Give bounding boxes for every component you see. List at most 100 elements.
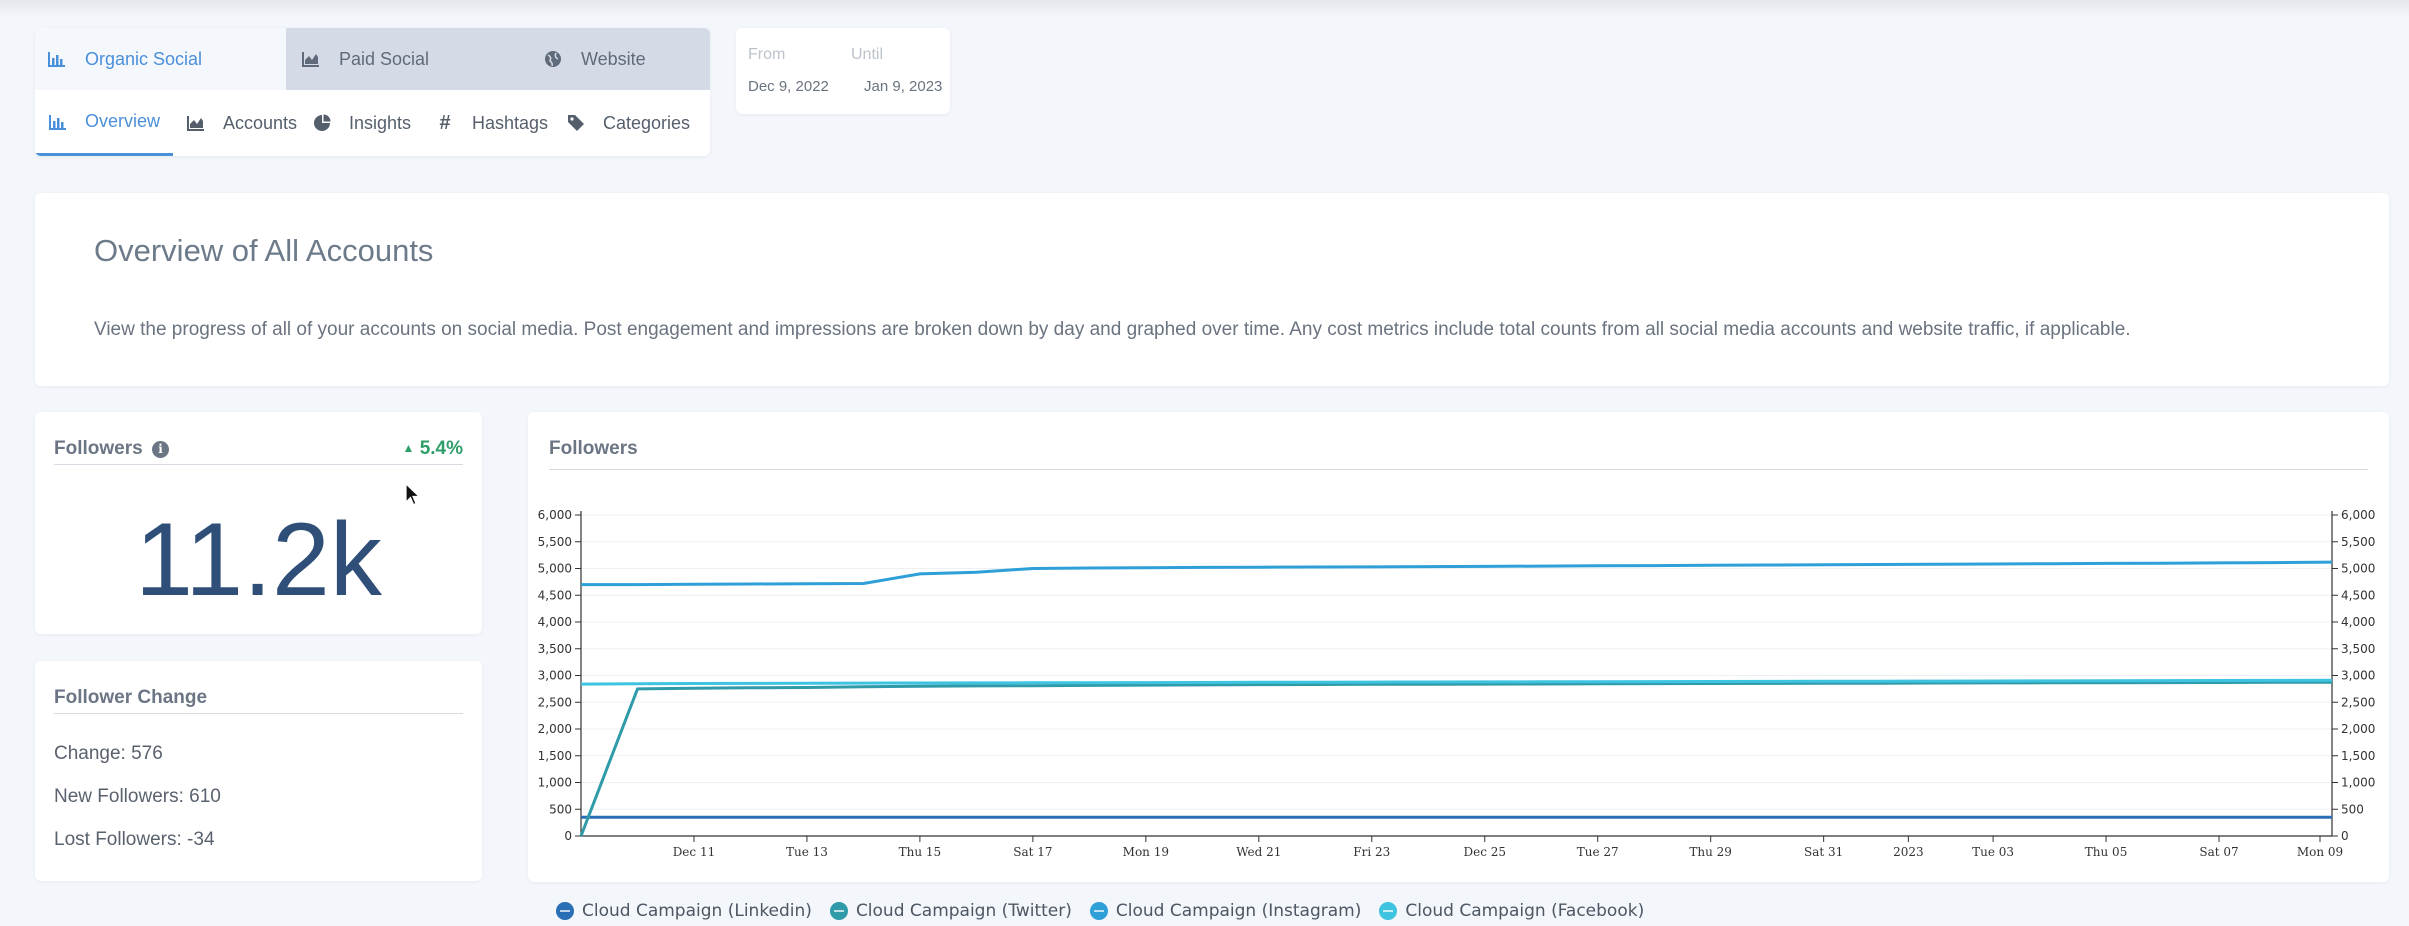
tab-insights[interactable]: Insights — [311, 90, 434, 156]
tab-accounts[interactable]: Accounts — [173, 90, 311, 156]
area-chart-icon — [185, 113, 207, 133]
tab-overview[interactable]: Overview — [35, 90, 173, 156]
y-tick-label: 5,000 — [538, 562, 572, 576]
legend-label: Cloud Campaign (Instagram) — [1115, 901, 1362, 921]
x-tick-label: Sat 17 — [1013, 845, 1052, 859]
section-subtabs: Overview Accounts Insights # Hashtags Ca… — [35, 90, 710, 156]
legend-swatch — [829, 902, 848, 920]
navigation-card: Organic Social Paid Social Website Overv… — [35, 28, 710, 156]
y-tick-label: 2,000 — [538, 722, 572, 736]
from-date[interactable]: Dec 9, 2022 — [748, 78, 829, 95]
y-tick-label: 3,500 — [538, 642, 572, 656]
bar-chart-icon — [47, 112, 69, 132]
followers-pct-value: 5.4% — [419, 438, 463, 459]
chart-divider — [549, 469, 2368, 470]
chart-legend: Cloud Campaign (Linkedin) Cloud Campaign … — [556, 901, 1662, 921]
area-chart-icon — [301, 49, 321, 69]
window-top-shadow — [0, 0, 2409, 18]
followers-line-chart: 0 0 500 500 1,000 1,000 1,500 1,500 2,000 2,000 2,… — [538, 508, 2376, 859]
x-tick-label: 2023 — [1893, 845, 1924, 859]
series-line-1 — [579, 680, 2333, 837]
subtab-label: Categories — [603, 112, 691, 133]
legend-label: Cloud Campaign (Twitter) — [855, 901, 1072, 921]
follower-change-card: Follower Change Change: 576 New Follower… — [35, 661, 482, 881]
follower-change-header: Follower Change — [54, 687, 463, 714]
legend-item[interactable]: Cloud Campaign (Twitter) — [829, 901, 1072, 921]
y-tick-label-right: 3,500 — [2341, 642, 2375, 656]
y-tick-label-right: 2,500 — [2341, 695, 2375, 709]
x-tick-label: Dec 25 — [1463, 845, 1506, 859]
y-tick-label: 0 — [564, 829, 572, 843]
followers-total: 11.2k — [135, 502, 382, 618]
y-tick-label-right: 3,000 — [2341, 669, 2375, 683]
tab-hashtags[interactable]: # Hashtags — [434, 90, 565, 156]
y-tick-label-right: 0 — [2341, 829, 2349, 843]
x-tick-label: Thu 29 — [1689, 845, 1732, 859]
tab-label: Website — [581, 48, 646, 69]
change-stat: Change: 576 — [54, 743, 163, 764]
pie-chart-icon — [311, 113, 333, 133]
x-tick-label: Thu 15 — [899, 845, 942, 859]
legend-label: Cloud Campaign (Linkedin) — [582, 901, 812, 921]
tag-icon — [565, 113, 587, 133]
y-tick-label: 4,500 — [538, 588, 572, 602]
legend-swatch — [1379, 902, 1398, 920]
followers-chart-card: Followers 0 0 500 500 1,000 1,000 1,500 1,500 2,… — [528, 412, 2389, 882]
y-tick-label-right: 2,000 — [2341, 722, 2375, 736]
mouse-cursor-icon — [405, 483, 421, 506]
x-tick-label: Dec 11 — [673, 845, 716, 859]
x-tick-label: Tue 03 — [1972, 845, 2014, 859]
legend-item[interactable]: Cloud Campaign (Facebook) — [1379, 901, 1644, 921]
chart-title: Followers — [549, 438, 638, 459]
x-tick-label: Fri 23 — [1353, 845, 1390, 859]
tab-organic-social[interactable]: Organic Social — [35, 28, 286, 90]
date-range-picker[interactable]: From Until Dec 9, 2022 Jan 9, 2023 — [736, 28, 950, 114]
y-tick-label-right: 500 — [2341, 802, 2364, 816]
x-tick-label: Mon 09 — [2297, 845, 2343, 859]
y-tick-label: 6,000 — [538, 508, 572, 522]
followers-header: Followers i ▲ 5.4% — [54, 438, 463, 465]
x-tick-label: Thu 05 — [2085, 845, 2128, 859]
y-tick-label-right: 1,000 — [2341, 776, 2375, 790]
y-tick-label: 1,000 — [538, 776, 572, 790]
legend-swatch — [1089, 902, 1108, 920]
bar-chart-icon — [47, 49, 67, 69]
page-title: Overview of All Accounts — [94, 233, 434, 268]
x-tick-label: Sat 07 — [2199, 845, 2238, 859]
legend-item[interactable]: Cloud Campaign (Linkedin) — [556, 901, 812, 921]
lost-followers-stat: Lost Followers: -34 — [54, 829, 215, 850]
y-tick-label: 5,500 — [538, 535, 572, 549]
subtab-label: Hashtags — [472, 112, 549, 133]
tab-website[interactable]: Website — [516, 28, 710, 90]
y-tick-label-right: 5,500 — [2341, 535, 2375, 549]
subtab-label: Accounts — [223, 112, 298, 133]
series-line-2 — [581, 560, 2333, 587]
y-tick-label: 1,500 — [538, 749, 572, 763]
until-label: Until — [851, 46, 884, 63]
y-tick-label-right: 4,000 — [2341, 615, 2375, 629]
hashtag-icon: # — [439, 111, 451, 134]
x-tick-label: Tue 13 — [786, 845, 828, 859]
new-followers-stat: New Followers: 610 — [54, 786, 221, 807]
tab-paid-social[interactable]: Paid Social — [286, 28, 516, 90]
subtab-label: Overview — [85, 111, 161, 131]
arrow-up-icon: ▲ — [402, 441, 415, 455]
overview-description: View the progress of all of your account… — [94, 319, 2131, 340]
tab-label: Organic Social — [85, 48, 203, 69]
followers-card: Followers i ▲ 5.4% 11.2k — [35, 412, 482, 634]
from-label: From — [748, 46, 786, 63]
legend-item[interactable]: Cloud Campaign (Instagram) — [1089, 901, 1362, 921]
globe-icon — [543, 49, 563, 69]
legend-label: Cloud Campaign (Facebook) — [1405, 901, 1645, 921]
y-tick-label-right: 1,500 — [2341, 749, 2375, 763]
y-tick-label: 3,000 — [538, 669, 572, 683]
until-date[interactable]: Jan 9, 2023 — [864, 78, 943, 95]
subtab-label: Insights — [349, 112, 412, 133]
x-tick-label: Tue 27 — [1577, 845, 1619, 859]
tab-categories[interactable]: Categories — [565, 90, 710, 156]
follower-change-title: Follower Change — [54, 687, 208, 708]
info-icon[interactable]: i — [151, 441, 169, 458]
y-tick-label-right: 6,000 — [2341, 508, 2375, 522]
x-tick-label: Mon 19 — [1123, 845, 1169, 859]
y-tick-label: 2,500 — [538, 695, 572, 709]
